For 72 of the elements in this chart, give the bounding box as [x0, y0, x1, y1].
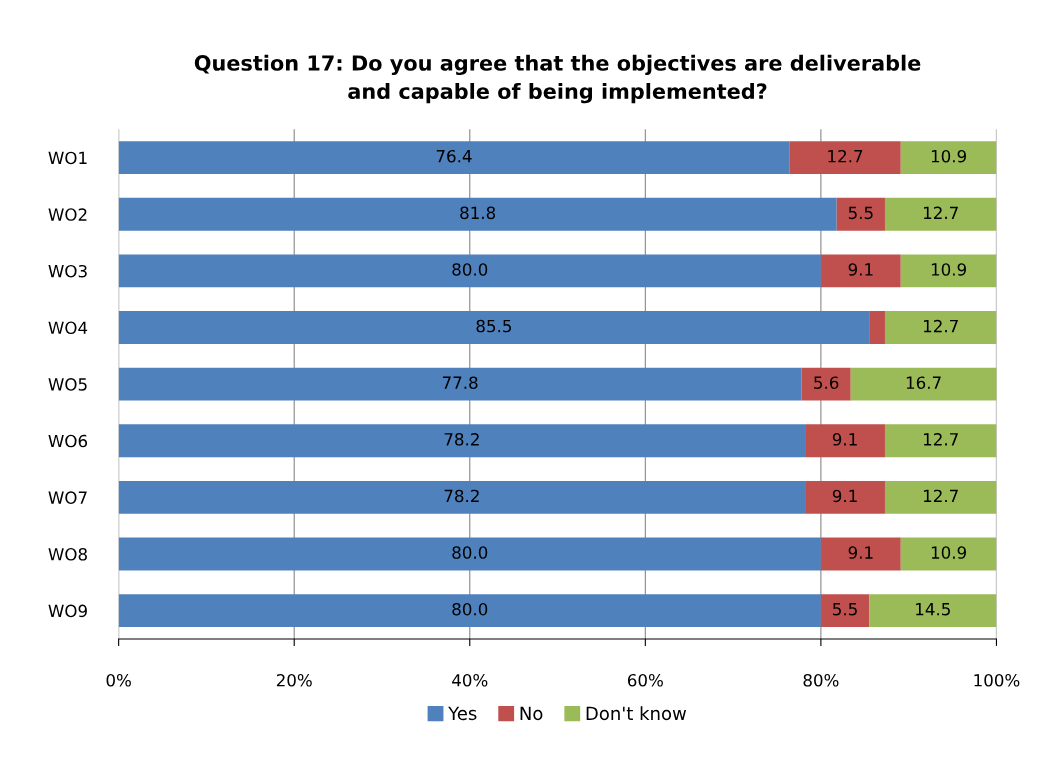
data-label: 9.1	[848, 546, 873, 559]
bar	[118, 254, 821, 288]
data-label: 77.8	[442, 376, 478, 389]
x-tick-label: 40%	[452, 673, 488, 687]
bar	[836, 197, 885, 231]
y-tick-label: WO7	[48, 491, 87, 504]
bar	[820, 537, 901, 571]
legend-label: Don't know	[586, 706, 687, 721]
data-label: 10.9	[931, 149, 966, 163]
data-label: 80.0	[452, 546, 488, 559]
bar	[900, 254, 997, 288]
x-tick-label: 100%	[974, 673, 1020, 687]
bar	[884, 424, 997, 458]
bar	[820, 594, 870, 628]
legend-label: No	[520, 706, 543, 721]
bar	[118, 141, 790, 175]
bar	[118, 197, 837, 231]
bar	[820, 254, 901, 288]
data-label: 78.2	[444, 433, 479, 446]
data-label: 78.2	[444, 489, 479, 503]
y-tick-label: WO1	[48, 151, 87, 165]
data-label: 16.7	[906, 376, 941, 389]
y-tick-label: WO8	[48, 547, 87, 561]
x-tick-label: 80%	[803, 673, 839, 687]
bar	[118, 367, 802, 401]
data-label: 80.0	[452, 602, 488, 616]
y-tick-label: WO6	[48, 434, 88, 448]
data-label: 9.1	[848, 263, 873, 276]
bar	[118, 480, 806, 514]
bar	[789, 141, 901, 175]
bar	[869, 594, 997, 628]
bar	[118, 311, 870, 344]
bar	[118, 537, 821, 571]
bar	[869, 311, 885, 344]
y-tick-label: WO4	[48, 321, 88, 335]
data-label: 5.5	[848, 206, 873, 220]
bar	[884, 197, 997, 231]
x-tick-label: 20%	[276, 673, 312, 687]
data-label: 12.7	[828, 149, 863, 163]
bar	[884, 311, 997, 344]
data-label: 12.7	[923, 433, 958, 446]
bar	[850, 367, 997, 401]
data-label: 76.4	[436, 149, 472, 163]
data-label: 12.7	[923, 489, 958, 502]
data-label: 5.6	[814, 376, 839, 389]
data-label: 9.1	[832, 489, 857, 503]
data-label: 5.5	[833, 603, 857, 616]
data-label: 80.0	[452, 263, 488, 276]
data-label: 12.7	[923, 319, 958, 333]
bar	[900, 537, 997, 571]
data-label: 10.9	[931, 546, 966, 559]
y-tick-label: WO5	[48, 378, 87, 391]
legend-label: Yes	[448, 706, 477, 721]
bar	[118, 424, 806, 458]
y-tick-label: WO3	[48, 264, 87, 278]
bar	[900, 141, 997, 175]
data-label: 81.8	[460, 206, 496, 220]
data-label: 14.5	[916, 603, 950, 616]
bar	[118, 594, 821, 628]
x-tick-label: 0%	[106, 673, 131, 687]
data-label: 10.9	[931, 263, 966, 276]
x-tick-label: 60%	[627, 673, 663, 687]
bar	[801, 367, 851, 401]
data-label: 85.5	[476, 319, 512, 333]
data-label: 12.7	[923, 206, 958, 219]
bar	[805, 424, 885, 458]
bar	[884, 480, 997, 514]
y-tick-label: WO9	[48, 604, 87, 618]
data-label: 9.1	[832, 433, 857, 446]
y-tick-label: WO2	[48, 208, 87, 221]
bar	[805, 480, 885, 514]
chart-title: Question 17: Do you agree that the objectives are deliverable and capable of being implemented?	[194, 54, 921, 104]
